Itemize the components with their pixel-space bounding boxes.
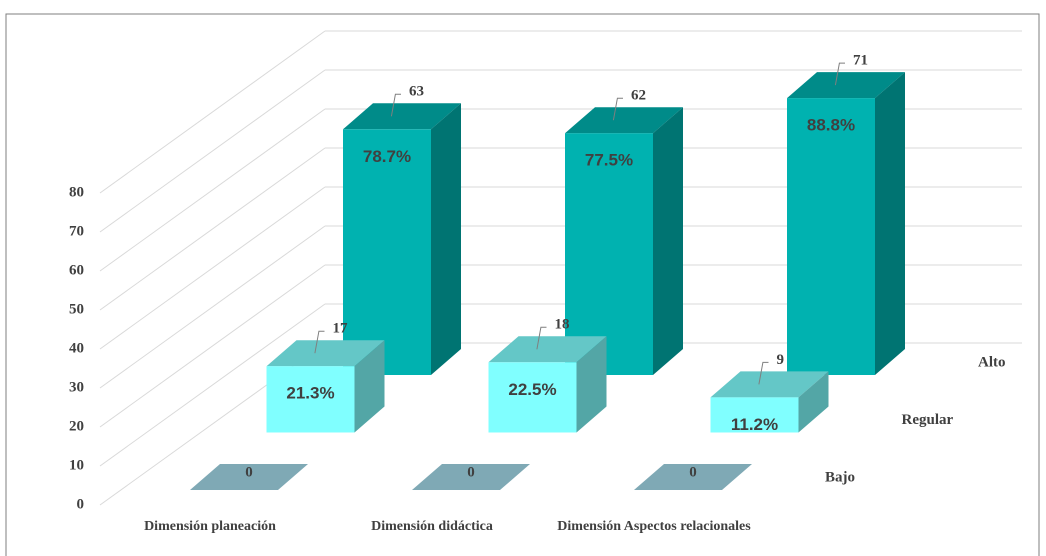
percent-label: 21.3% — [286, 384, 334, 403]
bar-top — [710, 371, 829, 398]
grid-line — [99, 225, 326, 389]
data-label: 62 — [631, 88, 646, 104]
bar — [412, 464, 530, 490]
x-tick-label: Dimensión didáctica — [371, 519, 493, 534]
grid-line — [99, 303, 326, 467]
leader-line — [834, 62, 845, 86]
data-label: 17 — [333, 321, 349, 337]
y-tick-label: 60 — [69, 262, 84, 278]
chart-frame — [5, 13, 1040, 556]
bar-top — [787, 72, 905, 99]
x-tick-label: Dimensión planeación — [144, 519, 276, 534]
bar-front — [488, 362, 577, 433]
bar-top — [634, 464, 752, 490]
percent-label: 78.7% — [363, 147, 411, 166]
bar-front — [787, 98, 875, 375]
data-label: 63 — [409, 84, 424, 100]
bar-top — [412, 464, 530, 490]
bar-front — [710, 397, 799, 433]
data-label: 9 — [777, 352, 785, 368]
grid-line — [99, 147, 326, 311]
series-label: Bajo — [825, 469, 855, 485]
bar-side — [354, 340, 385, 433]
y-tick-label: 50 — [69, 301, 84, 317]
bar-side — [653, 107, 683, 375]
leader-line — [536, 326, 547, 350]
bar-top — [266, 340, 385, 367]
bar — [190, 464, 308, 490]
bar-side — [875, 72, 905, 375]
x-tick-label: Dimensión Aspectos relacionales — [557, 519, 751, 534]
bar-front — [266, 366, 355, 433]
series-label: Regular — [902, 412, 954, 428]
leader-line — [390, 93, 401, 117]
grid-line — [99, 30, 326, 194]
data-label: 71 — [853, 53, 868, 69]
leader-line — [758, 361, 769, 385]
bar — [488, 336, 607, 433]
bar-top — [565, 107, 683, 134]
bar-top — [343, 103, 461, 130]
y-tick-label: 30 — [69, 379, 84, 395]
bar-front — [343, 129, 431, 375]
percent-label: 88.8% — [807, 116, 855, 135]
bar-front — [565, 133, 653, 375]
bar — [710, 371, 829, 433]
bar — [343, 103, 461, 376]
y-tick-label: 80 — [69, 184, 84, 200]
grid-line — [99, 69, 326, 233]
series-label: Alto — [978, 354, 1006, 370]
percent-label: 77.5% — [585, 151, 633, 170]
bar — [787, 72, 905, 375]
bar-side — [798, 371, 829, 433]
bar — [266, 340, 385, 433]
bar-top — [488, 336, 607, 363]
y-tick-label: 40 — [69, 340, 84, 356]
y-tick-label: 20 — [69, 418, 84, 434]
bar-top — [190, 464, 308, 490]
leader-line — [612, 97, 623, 121]
grid-line — [99, 186, 326, 350]
data-label: 0 — [689, 464, 697, 480]
y-tick-label: 0 — [77, 496, 85, 512]
percent-label: 11.2% — [731, 415, 778, 434]
leader-line — [314, 330, 325, 354]
bar-side — [576, 336, 607, 433]
bar — [634, 464, 752, 490]
data-label: 18 — [555, 317, 570, 333]
bar-side — [431, 103, 461, 376]
y-tick-label: 10 — [69, 457, 84, 473]
data-label: 0 — [245, 464, 253, 480]
data-label: 0 — [467, 464, 475, 480]
percent-label: 22.5% — [508, 380, 556, 399]
y-tick-label: 70 — [69, 223, 84, 239]
grid-line — [99, 264, 326, 428]
grid-line — [99, 108, 326, 272]
bar — [565, 107, 683, 375]
